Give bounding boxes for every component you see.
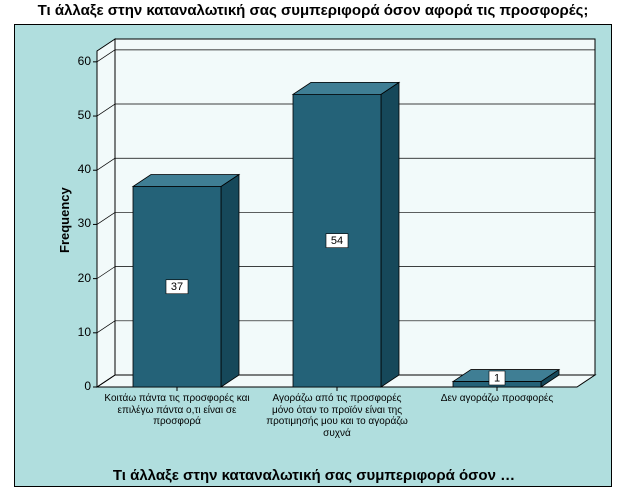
category-label: Κοιτάω πάντα τις προσφορές και επιλέγω π… [101, 393, 253, 428]
bar-value-label: 1 [494, 372, 500, 384]
y-tick-label: 20 [63, 271, 91, 285]
x-axis-label: Τι άλλαξε στην καταναλωτική σας συμπεριφ… [15, 467, 613, 484]
y-tick-label: 50 [63, 108, 91, 122]
y-tick-label: 0 [63, 379, 91, 393]
y-tick-label: 40 [63, 162, 91, 176]
y-tick-label: 10 [63, 325, 91, 339]
y-tick-label: 60 [63, 54, 91, 68]
plot-area: 37 54 1 [67, 43, 587, 407]
y-tick-label: 30 [63, 216, 91, 230]
bar-value-label: 37 [171, 281, 183, 293]
chart-title: Τι άλλαξε στην καταναλωτική σας συμπεριφ… [0, 2, 626, 19]
category-label: Αγοράζω από τις προσφορές μόνο όταν το π… [261, 393, 413, 439]
chart-frame: 37541 Frequency Τι άλλαξε στην καταναλωτ… [14, 24, 612, 487]
bar-value-label: 54 [331, 235, 343, 247]
category-label: Δεν αγοράζω προσφορές [421, 393, 573, 405]
